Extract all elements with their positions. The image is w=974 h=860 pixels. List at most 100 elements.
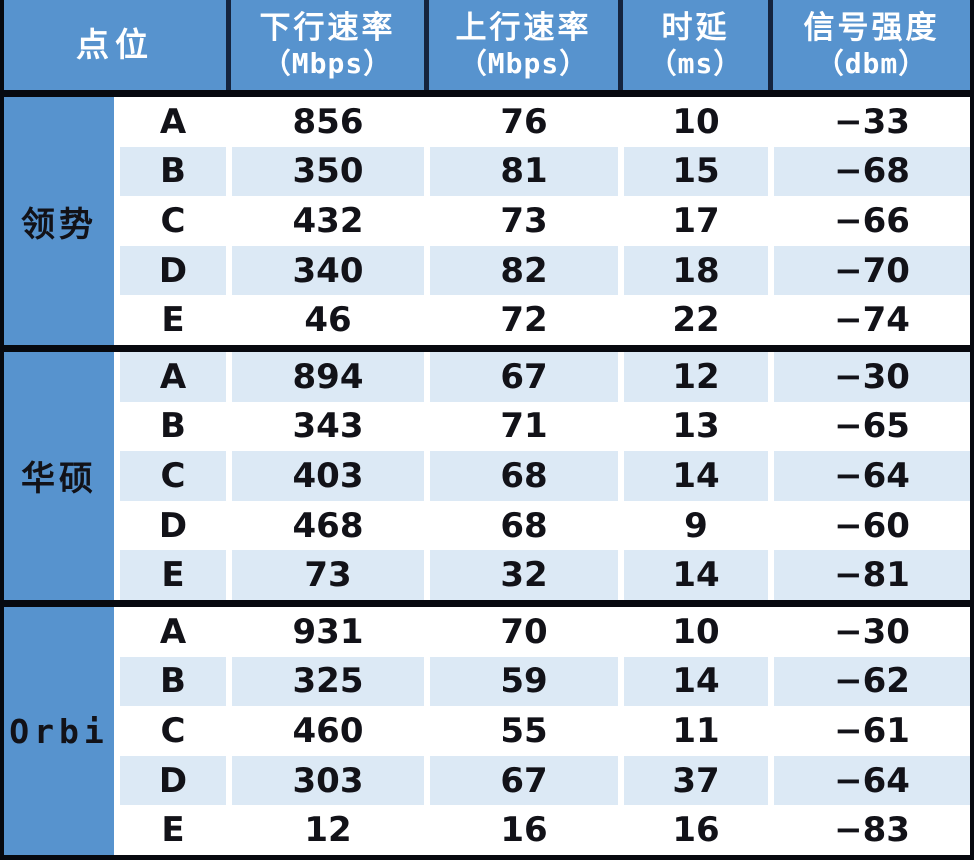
point-label: A	[114, 607, 226, 657]
column-header-uplink: 上行速率 （Mbps）	[424, 0, 618, 90]
point-label: C	[114, 706, 226, 756]
cell-downlink: 46	[226, 295, 424, 345]
table-row: C 460 55 11 −61	[4, 706, 970, 756]
column-header-point: 点位	[4, 0, 226, 90]
cell-downlink: 343	[226, 401, 424, 452]
table-row: 领势 A 856 76 10 −33	[4, 97, 970, 345]
cell-downlink: 931	[226, 607, 424, 657]
point-label: E	[114, 550, 226, 600]
cell-downlink: 12	[226, 805, 424, 855]
cell-latency: 22	[618, 295, 768, 345]
column-header-point-label: 点位	[76, 24, 154, 64]
cell-uplink: 67	[424, 352, 618, 402]
cell-downlink: 73	[226, 550, 424, 600]
point-label: B	[114, 401, 226, 452]
cell-downlink: 432	[226, 196, 424, 246]
cell-uplink: 67	[424, 755, 618, 806]
cell-uplink: 68	[424, 500, 618, 551]
separator-bar	[4, 90, 970, 98]
cell-uplink: 55	[424, 706, 618, 756]
cell-downlink: 403	[226, 451, 424, 501]
cell-signal: −30	[768, 352, 970, 402]
cell-uplink: 73	[424, 196, 618, 246]
header-separator	[4, 90, 970, 98]
cell-signal: −66	[768, 196, 970, 246]
cell-latency: 14	[618, 656, 768, 707]
table-row: D 303 67 37 −64	[4, 755, 970, 806]
point-label: B	[114, 656, 226, 707]
cell-signal: −81	[768, 550, 970, 600]
cell-signal: −61	[768, 706, 970, 756]
performance-table: 点位 下行速率 （Mbps） 上行速率 （Mbps）	[4, 0, 970, 855]
cell-signal: −65	[768, 401, 970, 452]
point-label: D	[114, 245, 226, 296]
cell-latency: 12	[618, 352, 768, 402]
cell-latency: 16	[618, 805, 768, 855]
table-row: D 340 82 18 −70	[4, 245, 970, 296]
cell-downlink: 468	[226, 500, 424, 551]
column-title: 下行速率	[259, 9, 396, 46]
table-row: E 46 72 22 −74	[4, 295, 970, 345]
cell-downlink: 325	[226, 656, 424, 707]
table-body: 领势 A 856 76 10 −33 B 350 81 15 −68 C 432 73 17 −66 D 340 8…	[4, 90, 970, 855]
column-header-latency: 时延 （ms）	[618, 0, 768, 90]
cell-latency: 10	[618, 607, 768, 657]
cell-signal: −74	[768, 295, 970, 345]
cell-latency: 37	[618, 755, 768, 806]
table-row: B 343 71 13 −65	[4, 401, 970, 452]
table-row: B 325 59 14 −62	[4, 656, 970, 707]
group-separator	[4, 599, 970, 608]
cell-downlink: 340	[226, 245, 424, 296]
cell-downlink: 856	[226, 97, 424, 147]
group-label: 领势	[4, 97, 114, 345]
cell-uplink: 68	[424, 451, 618, 501]
cell-signal: −83	[768, 805, 970, 855]
separator-bar	[4, 599, 970, 608]
cell-uplink: 16	[424, 805, 618, 855]
cell-signal: −62	[768, 656, 970, 707]
column-header-downlink: 下行速率 （Mbps）	[226, 0, 424, 90]
point-label: D	[114, 755, 226, 806]
cell-uplink: 76	[424, 97, 618, 147]
column-unit: （dbm）	[815, 46, 928, 80]
table-row: C 403 68 14 −64	[4, 451, 970, 501]
cell-latency: 13	[618, 401, 768, 452]
separator-bar	[4, 344, 970, 353]
point-label: A	[114, 352, 226, 402]
point-label: E	[114, 805, 226, 855]
column-title: 信号强度	[803, 9, 940, 46]
point-label: C	[114, 196, 226, 246]
cell-latency: 11	[618, 706, 768, 756]
group-label: 华硕	[4, 352, 114, 600]
table-row: E 12 16 16 −83	[4, 805, 970, 855]
point-label: A	[114, 97, 226, 147]
table-row: Orbi A 931 70 10 −30	[4, 607, 970, 855]
cell-uplink: 71	[424, 401, 618, 452]
column-title: 上行速率	[455, 9, 592, 46]
column-unit: （Mbps）	[262, 46, 393, 80]
cell-signal: −64	[768, 755, 970, 806]
table-row: E 73 32 14 −81	[4, 550, 970, 600]
point-label: E	[114, 295, 226, 345]
cell-signal: −70	[768, 245, 970, 296]
cell-latency: 14	[618, 451, 768, 501]
column-unit: （Mbps）	[458, 46, 589, 80]
cell-latency: 10	[618, 97, 768, 147]
cell-downlink: 894	[226, 352, 424, 402]
group-label: Orbi	[4, 607, 114, 855]
cell-signal: −64	[768, 451, 970, 501]
cell-signal: −30	[768, 607, 970, 657]
header-row: 点位 下行速率 （Mbps） 上行速率 （Mbps）	[4, 0, 970, 90]
table-row: B 350 81 15 −68	[4, 146, 970, 197]
cell-uplink: 81	[424, 146, 618, 197]
cell-signal: −68	[768, 146, 970, 197]
cell-signal: −33	[768, 97, 970, 147]
group-separator	[4, 344, 970, 353]
table-row: C 432 73 17 −66	[4, 196, 970, 246]
cell-uplink: 59	[424, 656, 618, 707]
cell-latency: 9	[618, 500, 768, 551]
table-row: 华硕 A 894 67 12 −30	[4, 352, 970, 600]
column-unit: （ms）	[648, 46, 743, 80]
point-label: B	[114, 146, 226, 197]
column-header-signal: 信号强度 （dbm）	[768, 0, 970, 90]
